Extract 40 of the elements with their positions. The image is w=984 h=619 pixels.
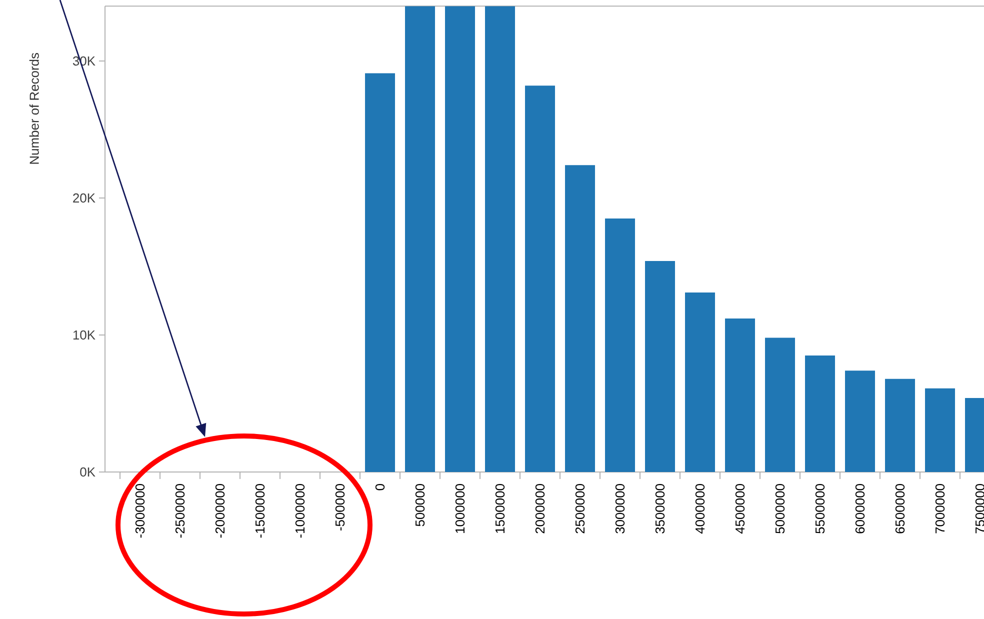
bar — [525, 86, 556, 472]
x-tick-label: 1500000 — [495, 484, 505, 533]
bar — [445, 6, 476, 472]
x-tick-label: 7000000 — [935, 484, 945, 534]
x-tick-label: 3500000 — [655, 484, 665, 534]
bar — [565, 165, 596, 472]
bar — [845, 370, 876, 472]
bar — [685, 292, 716, 472]
x-tick-label: 6000000 — [855, 484, 865, 534]
x-tick-label: -1000000 — [295, 484, 305, 538]
x-tick-label: 0 — [375, 484, 385, 490]
x-tick-label: 2000000 — [535, 484, 545, 534]
bar — [805, 356, 836, 472]
x-tick-label: -2500000 — [175, 484, 185, 538]
x-tick-label: 5000000 — [775, 484, 785, 534]
bar — [885, 378, 916, 472]
x-tick-label: 500000 — [415, 484, 425, 526]
bar — [365, 73, 396, 472]
x-tick-label: 3000000 — [615, 484, 625, 534]
x-tick-label: 4000000 — [695, 484, 705, 534]
bar — [725, 318, 756, 472]
x-tick-label: -3000000 — [135, 484, 145, 538]
y-tick-label: 10K — [73, 330, 96, 340]
x-tick-label: 5500000 — [815, 484, 825, 534]
bar — [605, 218, 636, 472]
bar — [925, 388, 956, 472]
x-tick-label: 2500000 — [575, 484, 585, 534]
x-tick-label: -2000000 — [215, 484, 225, 538]
y-tick-label: 0K — [80, 467, 96, 477]
x-tick-label: 6500000 — [895, 484, 905, 534]
bar — [485, 6, 516, 472]
x-tick-label: -1500000 — [255, 484, 265, 538]
bar — [765, 338, 796, 472]
x-tick-label: -500000 — [335, 484, 345, 530]
x-tick-label: 1000000 — [455, 484, 465, 533]
y-axis-title: Number of Records — [29, 53, 39, 164]
x-tick-label: 4500000 — [735, 484, 745, 534]
bar — [645, 261, 676, 472]
bar — [405, 6, 436, 472]
y-tick-label: 20K — [73, 193, 96, 203]
